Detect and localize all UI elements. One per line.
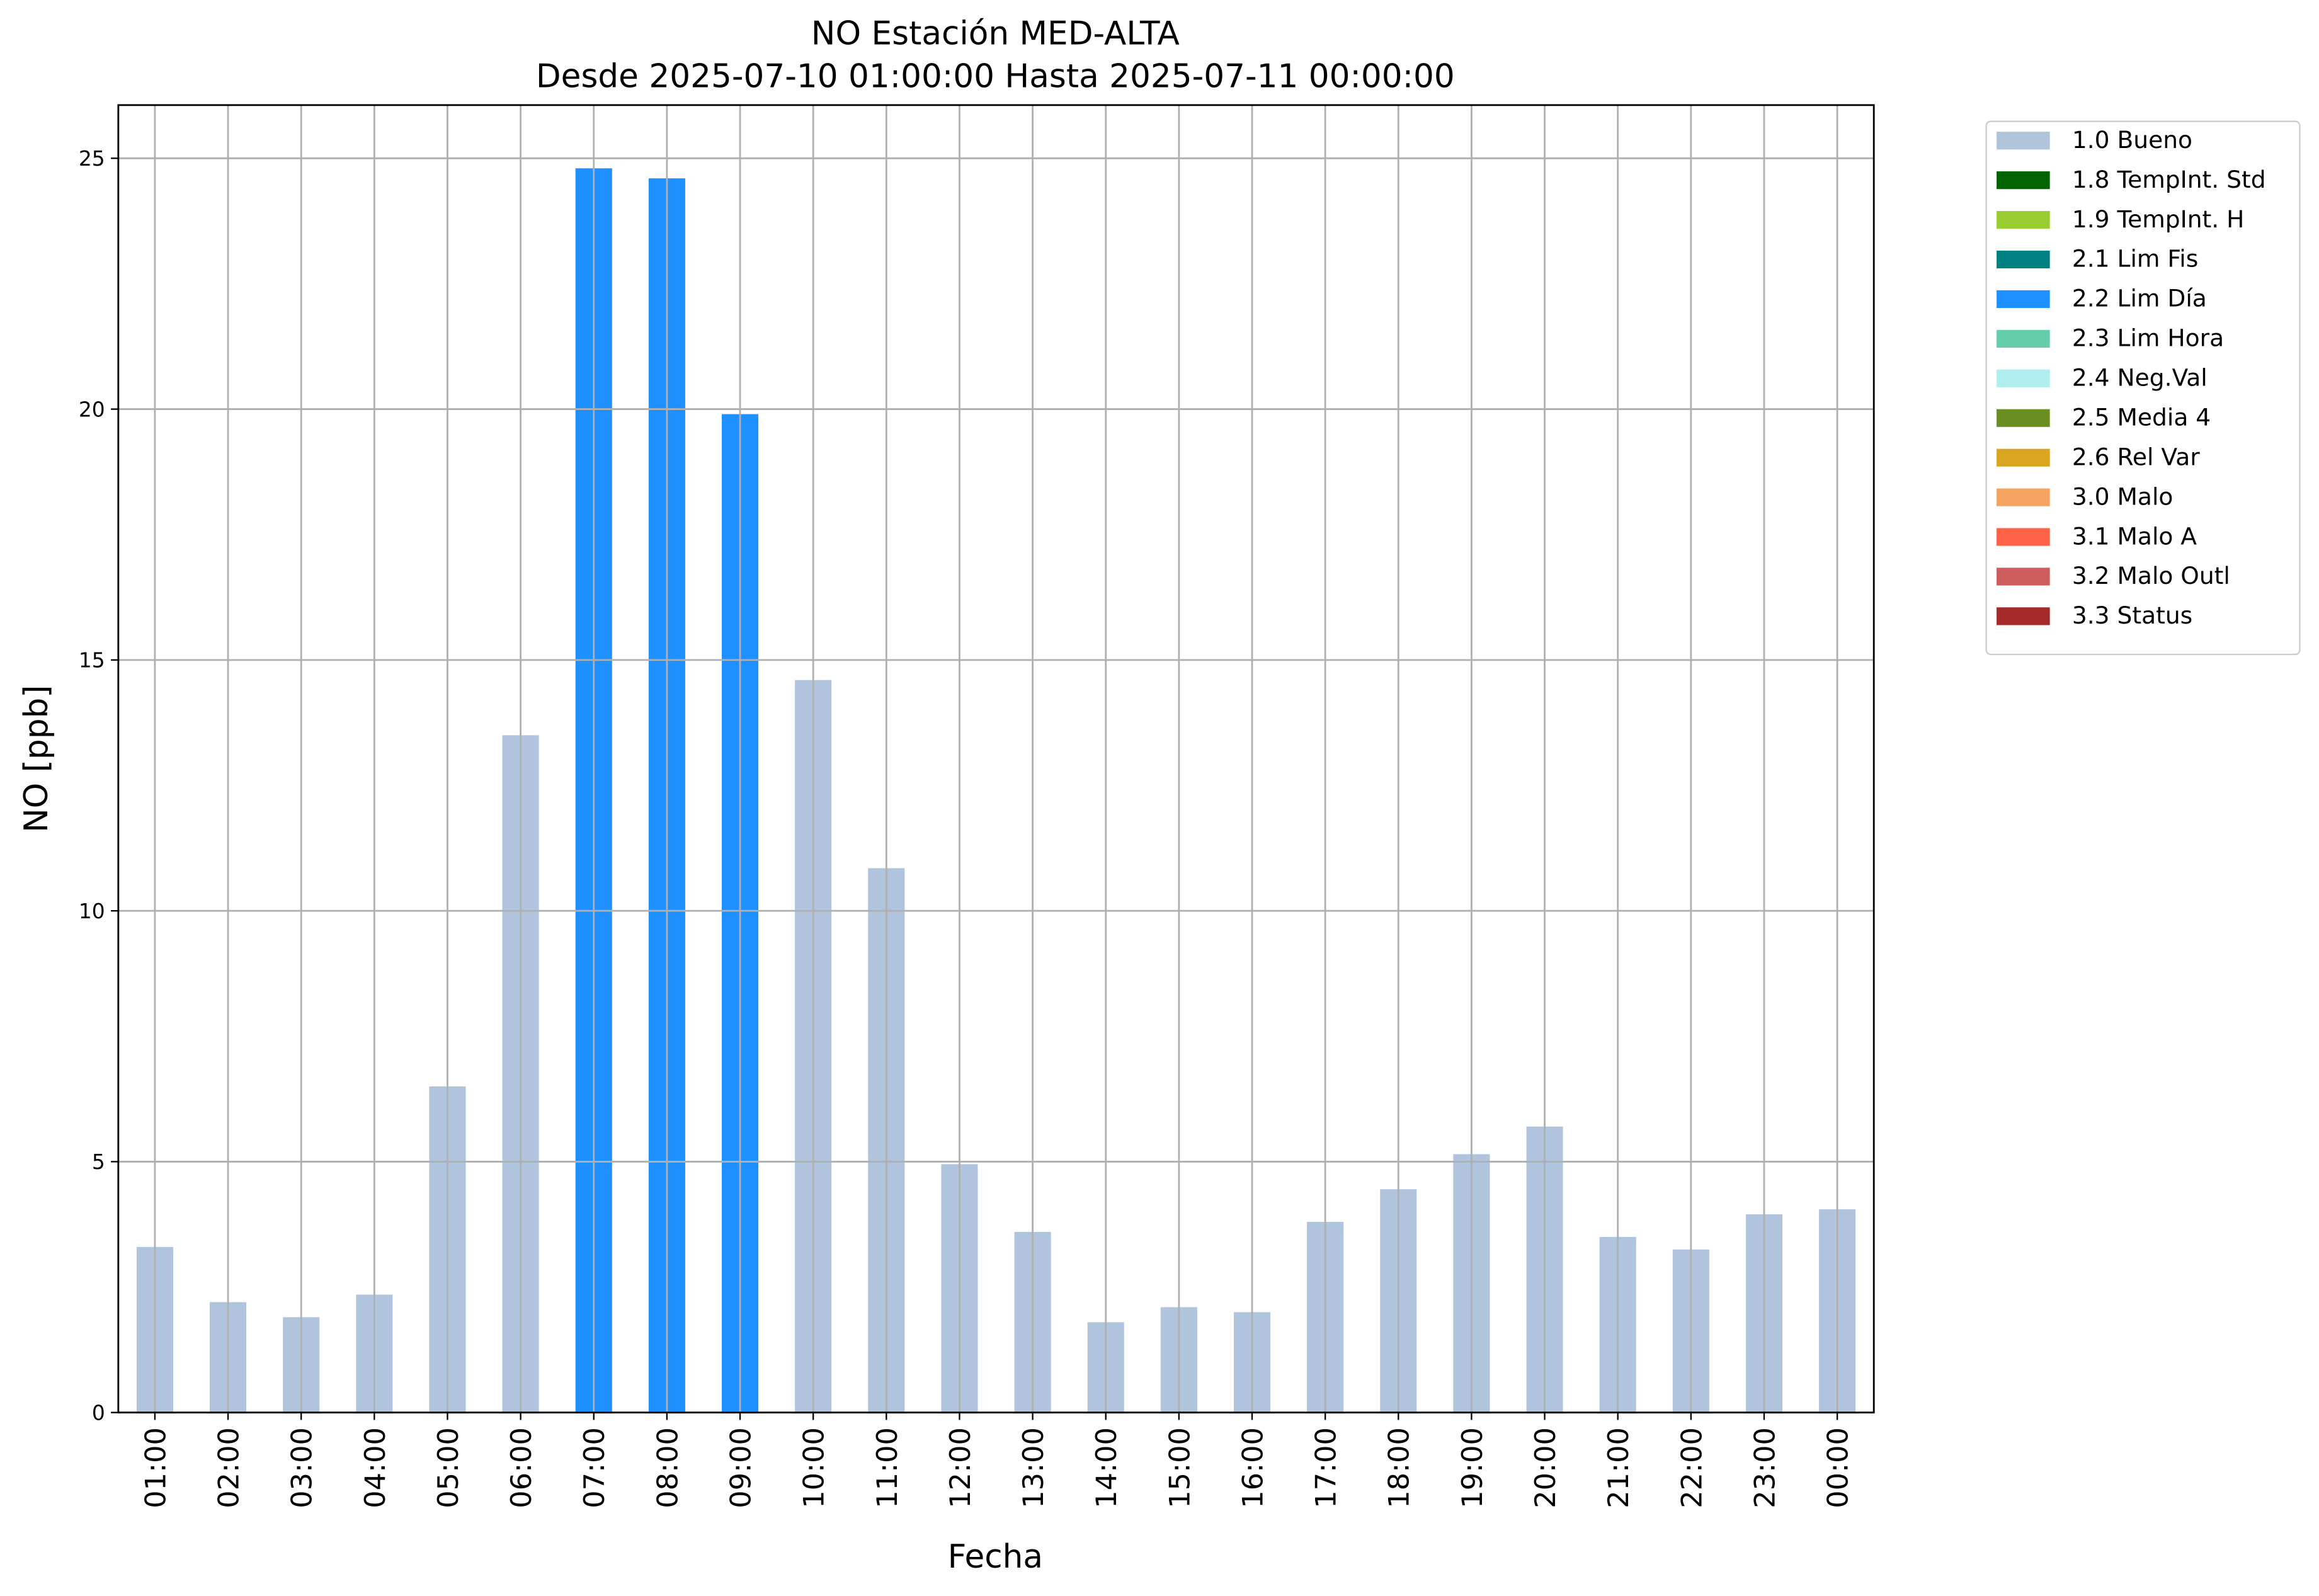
chart-subtitle: Desde 2025-07-10 01:00:00 Hasta 2025-07-…: [536, 58, 1455, 96]
legend-swatch: [1997, 409, 2050, 427]
legend-label: 2.6 Rel Var: [2072, 443, 2200, 470]
x-tick-label: 08:00: [651, 1427, 684, 1508]
x-axis-label: Fecha: [948, 1538, 1043, 1576]
legend-swatch: [1997, 369, 2050, 387]
legend-label: 3.2 Malo Outl: [2072, 562, 2230, 590]
x-tick-label: 14:00: [1090, 1427, 1123, 1508]
legend-swatch: [1997, 567, 2050, 586]
x-tick-label: 15:00: [1163, 1427, 1196, 1508]
x-tick-label: 12:00: [944, 1427, 977, 1508]
x-tick-label: 13:00: [1017, 1427, 1050, 1508]
y-tick-label: 10: [79, 899, 105, 923]
y-axis-label: NO [ppb]: [18, 685, 55, 833]
legend-swatch: [1997, 607, 2050, 625]
x-tick-label: 21:00: [1602, 1427, 1635, 1508]
legend-swatch: [1997, 290, 2050, 309]
x-tick-label: 03:00: [286, 1427, 319, 1508]
x-tick-label: 22:00: [1675, 1427, 1708, 1508]
legend-label: 2.3 Lim Hora: [2072, 324, 2224, 352]
legend-label: 2.2 Lim Día: [2072, 285, 2207, 312]
x-tick-label: 02:00: [213, 1427, 246, 1508]
legend-label: 2.4 Neg.Val: [2072, 364, 2208, 392]
x-tick-label: 05:00: [432, 1427, 465, 1508]
x-tick-label: 11:00: [871, 1427, 904, 1508]
legend-swatch: [1997, 250, 2050, 269]
legend-label: 3.0 Malo: [2072, 482, 2174, 510]
plot-frame: [117, 104, 1875, 1414]
x-tick-label: 19:00: [1456, 1427, 1489, 1508]
x-tick-label: 00:00: [1822, 1427, 1855, 1508]
legend-swatch: [1997, 448, 2050, 467]
legend-swatch: [1997, 329, 2050, 348]
legend-box: [1985, 120, 2301, 656]
x-tick-label: 10:00: [798, 1427, 831, 1508]
legend-label: 3.3 Status: [2072, 601, 2192, 629]
y-tick-label: 5: [92, 1149, 105, 1174]
legend-swatch: [1997, 488, 2050, 506]
y-tick-label: 25: [79, 146, 105, 171]
legend-label: 1.8 TempInt. Std: [2072, 166, 2266, 193]
plot-background: [118, 105, 1874, 1413]
legend-label: 2.1 Lim Fis: [2072, 245, 2198, 273]
x-tick-label: 23:00: [1748, 1427, 1781, 1508]
legend-swatch: [1997, 210, 2050, 229]
x-tick-label: 17:00: [1310, 1427, 1343, 1508]
plot-area: 0 5 10 15 20 25 01:00 02:00 03:00 04:00 05:00 06:00…: [79, 104, 1875, 1508]
x-tick-label: 04:00: [359, 1427, 392, 1508]
x-tick-label: 01:00: [139, 1427, 172, 1508]
legend-label: 3.1 Malo A: [2072, 522, 2197, 550]
legend-swatch: [1997, 132, 2050, 150]
chart-title: NO Estación MED-ALTA: [811, 15, 1180, 53]
x-tick-label: 09:00: [724, 1427, 757, 1508]
legend-swatch: [1997, 528, 2050, 546]
y-tick-label: 20: [79, 397, 105, 421]
x-tick-label: 06:00: [505, 1427, 538, 1508]
legend-swatch: [1997, 171, 2050, 190]
x-tick-label: 16:00: [1236, 1427, 1269, 1508]
x-tick-label: 07:00: [578, 1427, 611, 1508]
y-tick-label: 0: [92, 1400, 105, 1425]
y-tick-label: 15: [79, 648, 105, 673]
legend-label: 1.0 Bueno: [2072, 126, 2192, 154]
x-tick-label: 20:00: [1529, 1427, 1562, 1508]
legend-label: 2.5 Media 4: [2072, 403, 2211, 431]
x-tick-label: 18:00: [1383, 1427, 1416, 1508]
legend-label: 1.9 TempInt. H: [2072, 205, 2245, 233]
legend: 1.0 Bueno 1.8 TempInt. Std 1.9 TempInt. H 2…: [1985, 120, 2301, 656]
